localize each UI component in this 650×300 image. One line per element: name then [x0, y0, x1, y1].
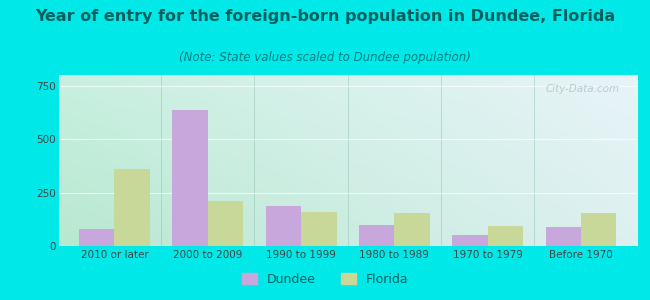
- Text: City-Data.com: City-Data.com: [545, 83, 619, 94]
- Bar: [395, 213, 430, 246]
- Bar: [301, 212, 337, 246]
- Bar: [581, 213, 616, 246]
- Bar: [452, 235, 488, 246]
- Bar: [488, 226, 523, 246]
- Bar: [545, 227, 581, 246]
- Text: (Note: State values scaled to Dundee population): (Note: State values scaled to Dundee pop…: [179, 51, 471, 64]
- Bar: [114, 169, 150, 246]
- Bar: [79, 229, 114, 246]
- Text: Year of entry for the foreign-born population in Dundee, Florida: Year of entry for the foreign-born popul…: [35, 9, 615, 24]
- Bar: [266, 206, 301, 246]
- Bar: [208, 201, 243, 246]
- Bar: [359, 225, 395, 246]
- Legend: Dundee, Florida: Dundee, Florida: [237, 268, 413, 291]
- Bar: [172, 110, 208, 246]
